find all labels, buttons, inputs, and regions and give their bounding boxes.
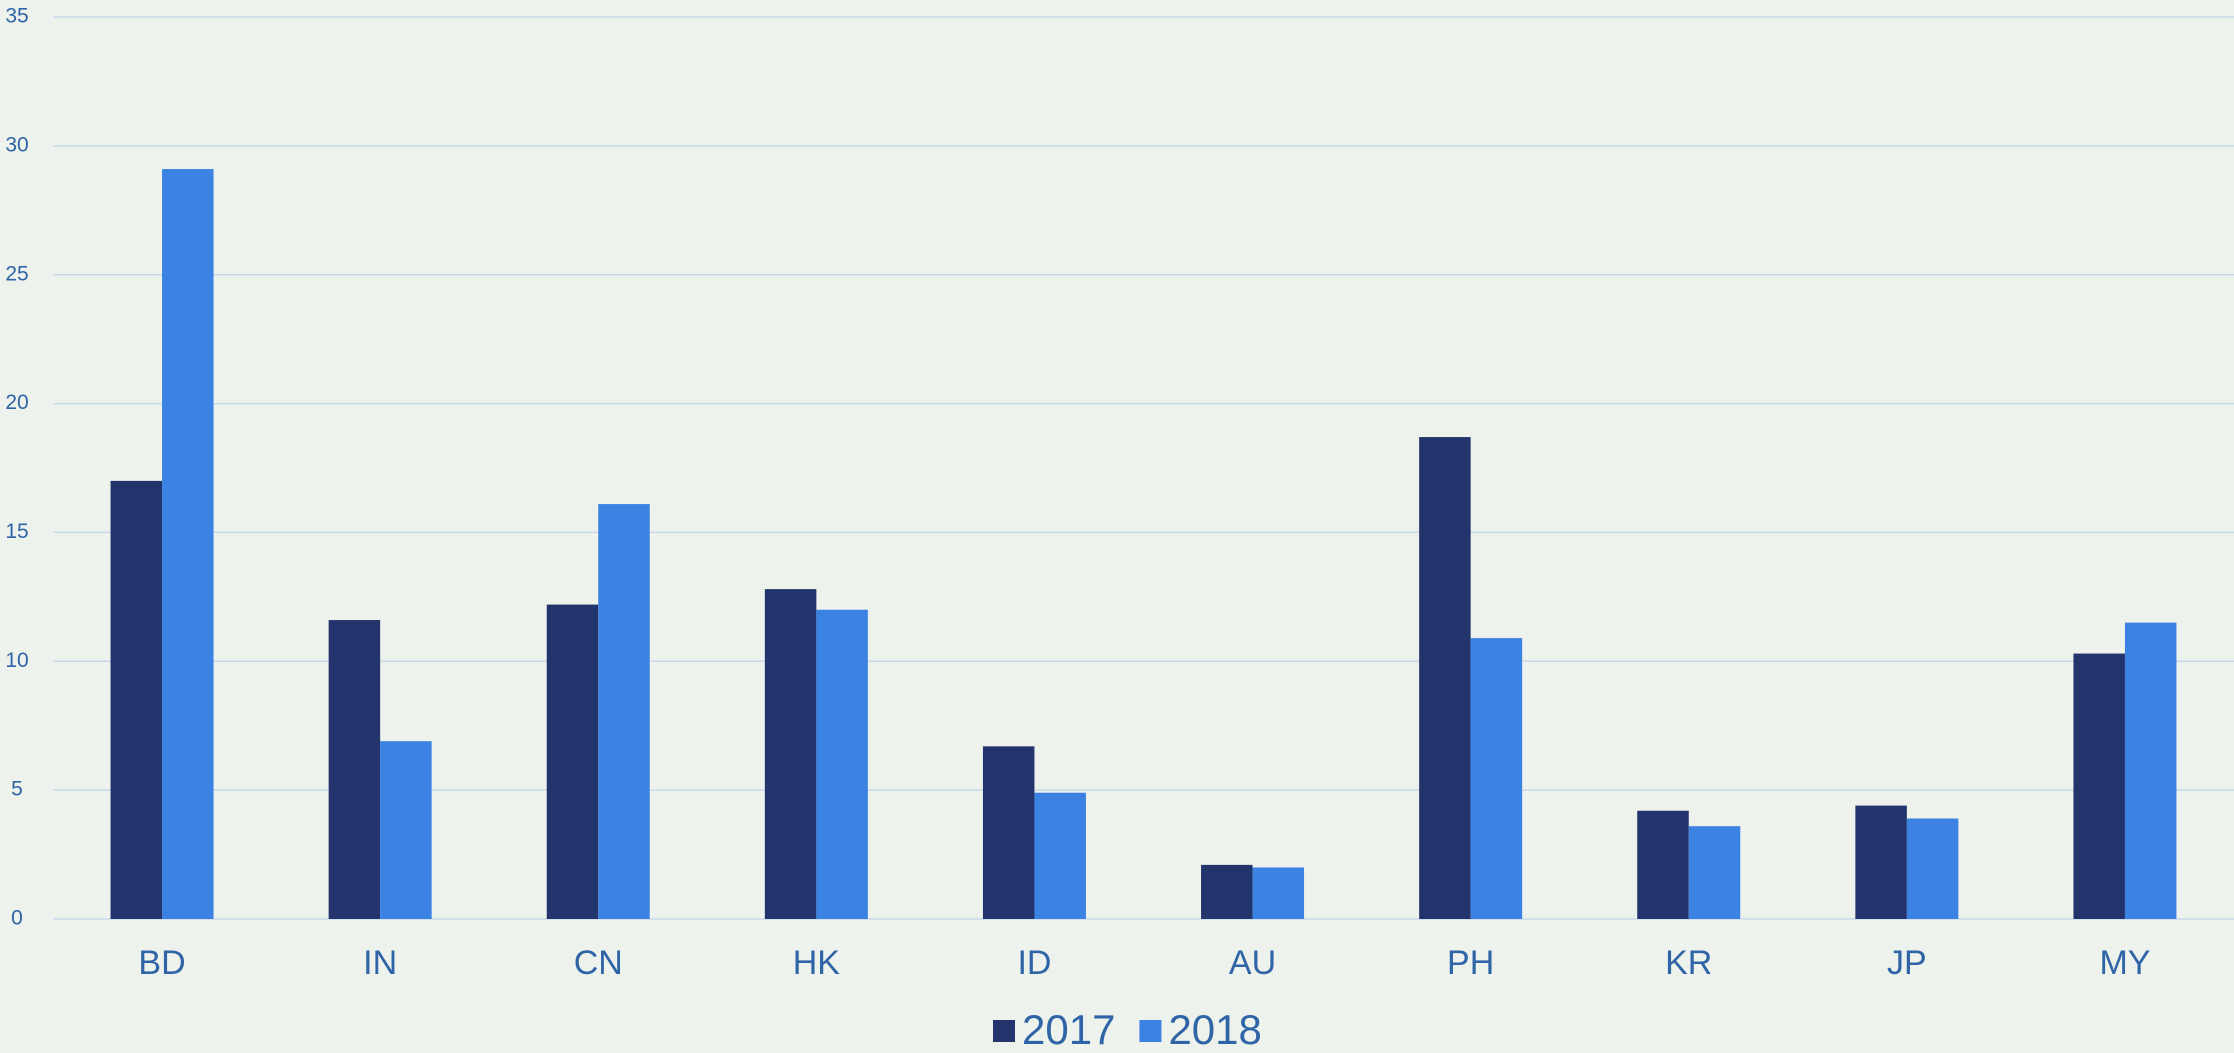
bar <box>1252 867 1305 919</box>
bar <box>1855 805 1907 919</box>
x-tick-label: MY <box>2099 944 2150 982</box>
y-tick-label: 20 <box>5 391 28 414</box>
legend-swatch <box>1139 1020 1162 1042</box>
bar <box>1201 864 1253 919</box>
bar <box>1470 638 1523 919</box>
y-tick-label: 15 <box>5 520 28 543</box>
y-tick-label: 25 <box>5 262 28 285</box>
bar <box>2073 653 2125 919</box>
x-tick-label: JP <box>1887 944 1927 982</box>
x-tick-label: ID <box>1017 944 1051 982</box>
x-tick-label: CN <box>574 944 623 982</box>
legend-swatch <box>993 1020 1015 1042</box>
y-tick-label: 5 <box>11 778 23 801</box>
bar <box>982 746 1035 919</box>
bar <box>162 169 214 920</box>
x-tick-label: AU <box>1229 944 1276 982</box>
bar <box>764 589 817 919</box>
bar <box>546 604 599 919</box>
y-tick-label: 35 <box>5 5 28 28</box>
y-tick-label: 30 <box>5 133 28 156</box>
bar <box>2124 622 2177 919</box>
x-tick-label: BD <box>138 944 185 982</box>
bar <box>328 620 381 919</box>
bar <box>380 741 432 919</box>
x-tick-label: IN <box>363 944 397 982</box>
x-tick-label: HK <box>793 944 841 982</box>
legend-label: 2018 <box>1168 1006 1261 1053</box>
legend-label: 2017 <box>1022 1006 1115 1053</box>
x-tick-label: KR <box>1665 944 1712 982</box>
bar <box>1034 792 1086 919</box>
y-tick-label: 10 <box>5 649 28 672</box>
bar <box>816 609 868 919</box>
y-tick-label: 0 <box>11 907 23 930</box>
bar <box>598 504 650 919</box>
bar <box>1637 810 1689 919</box>
bar <box>1419 437 1471 919</box>
bar <box>110 480 163 919</box>
bar <box>1906 818 1959 919</box>
x-tick-label: PH <box>1447 944 1494 982</box>
bar <box>1688 826 1741 919</box>
